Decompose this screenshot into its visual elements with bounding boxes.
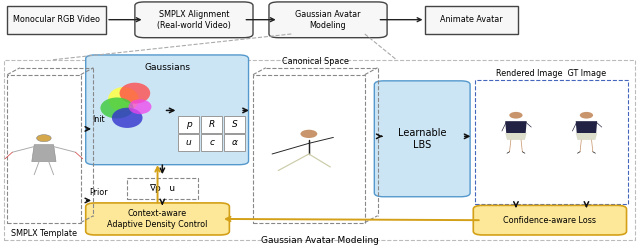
Text: Prior: Prior <box>89 188 108 197</box>
Ellipse shape <box>100 97 134 119</box>
Polygon shape <box>505 121 527 133</box>
Text: Init: Init <box>92 115 105 124</box>
FancyBboxPatch shape <box>86 203 229 235</box>
Text: ∇p   u: ∇p u <box>149 184 175 193</box>
Text: R: R <box>209 120 215 129</box>
Ellipse shape <box>580 112 593 119</box>
Polygon shape <box>576 121 597 133</box>
FancyBboxPatch shape <box>7 6 106 34</box>
FancyBboxPatch shape <box>374 81 470 197</box>
Text: Gaussian Avatar Modeling: Gaussian Avatar Modeling <box>261 236 379 245</box>
Ellipse shape <box>300 130 317 138</box>
FancyBboxPatch shape <box>224 116 245 133</box>
FancyBboxPatch shape <box>269 2 387 38</box>
FancyBboxPatch shape <box>426 6 518 34</box>
Text: Rendered Image  GT Image: Rendered Image GT Image <box>496 69 606 78</box>
FancyBboxPatch shape <box>224 134 245 151</box>
Text: SMPLX Template: SMPLX Template <box>11 229 77 238</box>
Text: Animate Avatar: Animate Avatar <box>440 15 503 24</box>
Text: Monocular RGB Video: Monocular RGB Video <box>13 15 100 24</box>
Ellipse shape <box>36 135 51 142</box>
FancyBboxPatch shape <box>475 80 628 204</box>
FancyBboxPatch shape <box>179 116 200 133</box>
FancyBboxPatch shape <box>127 178 198 199</box>
Text: Context-aware
Adaptive Density Control: Context-aware Adaptive Density Control <box>108 209 208 229</box>
Text: Confidence-aware Loss: Confidence-aware Loss <box>504 216 596 225</box>
FancyBboxPatch shape <box>4 60 635 240</box>
Text: p: p <box>186 120 192 129</box>
Ellipse shape <box>108 87 139 112</box>
Polygon shape <box>576 133 597 140</box>
FancyBboxPatch shape <box>86 55 248 165</box>
FancyBboxPatch shape <box>179 134 200 151</box>
Polygon shape <box>505 133 527 140</box>
Ellipse shape <box>112 108 143 128</box>
Text: c: c <box>209 138 214 147</box>
Text: Gaussians: Gaussians <box>144 63 190 72</box>
FancyBboxPatch shape <box>202 134 222 151</box>
Text: α: α <box>232 138 237 147</box>
FancyBboxPatch shape <box>135 2 253 38</box>
Text: Gaussian Avatar
Modeling: Gaussian Avatar Modeling <box>295 10 361 30</box>
Text: S: S <box>232 120 237 129</box>
Text: u: u <box>186 138 192 147</box>
Ellipse shape <box>509 112 523 119</box>
Ellipse shape <box>120 83 150 104</box>
Text: SMPLX Alignment
(Real-world Video): SMPLX Alignment (Real-world Video) <box>157 10 231 30</box>
FancyBboxPatch shape <box>202 116 222 133</box>
Text: Learnable
LBS: Learnable LBS <box>398 128 447 150</box>
FancyBboxPatch shape <box>474 205 627 235</box>
Ellipse shape <box>129 99 152 114</box>
Polygon shape <box>32 145 56 162</box>
Text: Canonical Space: Canonical Space <box>282 57 349 66</box>
